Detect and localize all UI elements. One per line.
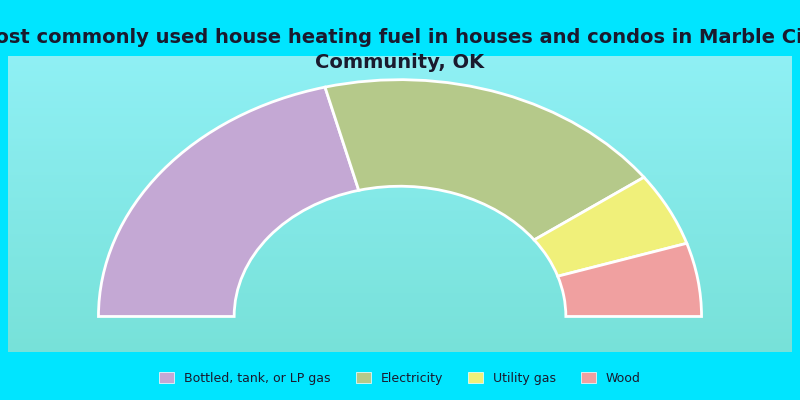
Wedge shape	[558, 243, 702, 316]
Wedge shape	[534, 177, 686, 276]
Text: Most commonly used house heating fuel in houses and condos in Marble City
Commun: Most commonly used house heating fuel in…	[0, 28, 800, 72]
Wedge shape	[325, 80, 644, 240]
Legend: Bottled, tank, or LP gas, Electricity, Utility gas, Wood: Bottled, tank, or LP gas, Electricity, U…	[154, 367, 646, 390]
Wedge shape	[98, 87, 358, 316]
